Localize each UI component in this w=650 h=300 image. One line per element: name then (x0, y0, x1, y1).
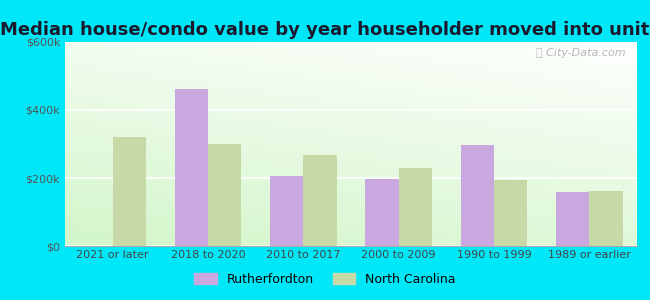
Bar (398, 169, 432, 246)
Bar (208, 144, 241, 246)
Bar (461, 145, 494, 246)
Bar (590, 190, 623, 246)
Text: ⓘ City-Data.com: ⓘ City-Data.com (536, 48, 625, 58)
Bar (112, 136, 146, 246)
Bar (270, 176, 304, 246)
Bar (365, 179, 398, 246)
Bar (494, 180, 527, 246)
Bar (175, 89, 208, 246)
Text: Median house/condo value by year householder moved into unit: Median house/condo value by year househo… (0, 21, 650, 39)
Legend: Rutherfordton, North Carolina: Rutherfordton, North Carolina (189, 268, 461, 291)
Bar (556, 192, 590, 246)
Bar (304, 155, 337, 246)
